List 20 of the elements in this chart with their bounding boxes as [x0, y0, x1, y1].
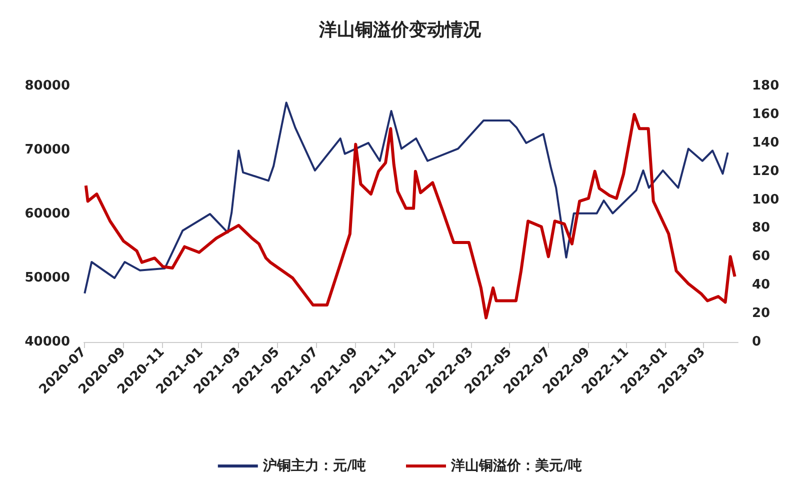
y2-tick-label: 40 — [752, 278, 770, 293]
y2-tick-label: 180 — [752, 78, 780, 94]
legend-label: 洋山铜溢价：美元/吨 — [450, 457, 582, 474]
legend-label: 沪铜主力：元/吨 — [262, 457, 366, 474]
y2-tick-label: 160 — [752, 106, 780, 122]
y-tick-label: 80000 — [24, 78, 70, 94]
line-series — [84, 112, 736, 320]
y-tick-label: 50000 — [24, 270, 70, 286]
chart-title: 洋山铜溢价变动情况 — [318, 20, 482, 40]
y-tick-label: 60000 — [24, 206, 70, 222]
y2-tick-label: 0 — [752, 334, 762, 350]
y2-tick-label: 100 — [752, 192, 780, 208]
y2-tick-label: 120 — [752, 164, 780, 179]
y2-tick-label: 140 — [752, 135, 780, 150]
y2-tick-label: 20 — [752, 306, 770, 322]
y2-tick-label: 80 — [752, 220, 770, 236]
y2-tick-label: 60 — [752, 249, 770, 264]
line-series — [84, 102, 729, 294]
y-tick-label: 70000 — [24, 142, 70, 158]
y-tick-label: 40000 — [24, 334, 70, 350]
